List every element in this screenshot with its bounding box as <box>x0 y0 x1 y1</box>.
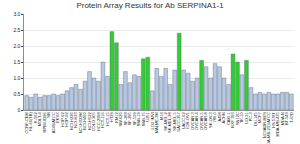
svg-text:MDA-MB-435: MDA-MB-435 <box>275 111 280 136</box>
svg-text:SN12C: SN12C <box>235 112 240 125</box>
svg-text:UO-31: UO-31 <box>244 111 249 124</box>
svg-text:SW-620: SW-620 <box>118 111 123 126</box>
svg-text:1.0: 1.0 <box>13 75 20 81</box>
svg-text:HOP-62: HOP-62 <box>60 111 65 126</box>
svg-text:TK-10: TK-10 <box>239 111 244 123</box>
svg-text:NCI/ADR-RES: NCI/ADR-RES <box>262 112 267 138</box>
svg-text:SK-OV-3: SK-OV-3 <box>208 111 213 128</box>
svg-text:NCI-H522: NCI-H522 <box>87 111 92 130</box>
svg-text:0: 0 <box>18 107 21 113</box>
svg-text:M14: M14 <box>159 111 164 120</box>
svg-text:UACC-257: UACC-257 <box>176 111 181 131</box>
svg-text:IGR-OV1: IGR-OV1 <box>185 111 190 128</box>
svg-text:PC-3: PC-3 <box>248 111 253 121</box>
svg-text:ACHN: ACHN <box>221 112 226 123</box>
svg-text:SR: SR <box>46 112 51 118</box>
svg-text:EKVX: EKVX <box>55 112 60 123</box>
svg-text:SF-295: SF-295 <box>127 111 132 125</box>
svg-text:OVCAR-8: OVCAR-8 <box>203 111 208 130</box>
svg-text:SK-MEL-28: SK-MEL-28 <box>168 111 173 132</box>
svg-text:NCI-H322M: NCI-H322M <box>78 112 83 133</box>
svg-text:LOX IMVI: LOX IMVI <box>150 112 155 129</box>
svg-text:NCI-H226: NCI-H226 <box>69 111 74 130</box>
svg-text:1.5: 1.5 <box>13 59 20 65</box>
svg-text:T-47D: T-47D <box>289 112 294 123</box>
svg-text:SF-268: SF-268 <box>123 111 128 125</box>
svg-text:KM12: KM12 <box>114 111 119 122</box>
svg-text:DU-145: DU-145 <box>253 111 258 126</box>
svg-text:HCC-2998: HCC-2998 <box>96 111 101 131</box>
svg-text:HOP-92: HOP-92 <box>64 111 69 126</box>
svg-text:SK-MEL-2: SK-MEL-2 <box>163 111 168 130</box>
svg-text:RXF 393: RXF 393 <box>230 111 235 128</box>
svg-text:HCT-15: HCT-15 <box>105 111 110 126</box>
svg-text:NCI-H23: NCI-H23 <box>73 111 78 127</box>
svg-text:U251: U251 <box>145 111 150 121</box>
svg-text:HCT-116: HCT-116 <box>100 111 105 127</box>
svg-text:RPMI-8226: RPMI-8226 <box>42 111 47 132</box>
svg-text:A498: A498 <box>217 111 222 121</box>
svg-text:OVCAR-4: OVCAR-4 <box>194 111 199 130</box>
svg-text:CAKI-1: CAKI-1 <box>226 111 231 125</box>
svg-text:SNB-19: SNB-19 <box>136 111 141 126</box>
svg-text:SF-539: SF-539 <box>132 111 137 125</box>
svg-text:K-562: K-562 <box>33 111 38 122</box>
svg-text:UACC-62: UACC-62 <box>181 111 186 129</box>
svg-text:NCI-H460: NCI-H460 <box>82 111 87 130</box>
svg-text:HL-60(TB): HL-60(TB) <box>28 112 33 131</box>
svg-text:MOLT-4: MOLT-4 <box>37 111 42 126</box>
svg-text:OVCAR-3: OVCAR-3 <box>190 111 195 130</box>
svg-text:MDA-N: MDA-N <box>280 112 285 125</box>
svg-text:SNB-75: SNB-75 <box>141 111 146 126</box>
svg-text:BT-549: BT-549 <box>284 111 289 125</box>
svg-text:Protein Array Results for Ab S: Protein Array Results for Ab SERPINA1-1 <box>76 1 224 10</box>
svg-text:MDA-MB-231/ATCC: MDA-MB-231/ATCC <box>266 112 271 144</box>
svg-text:HS 578T: HS 578T <box>271 112 276 128</box>
svg-text:COLO 205: COLO 205 <box>91 111 96 131</box>
svg-text:HT29: HT29 <box>109 111 114 122</box>
svg-text:2.5: 2.5 <box>13 27 20 33</box>
svg-text:A549/ATCC: A549/ATCC <box>51 112 56 133</box>
svg-text:OVCAR-5: OVCAR-5 <box>199 111 204 130</box>
svg-text:786-0: 786-0 <box>212 111 217 122</box>
svg-text:2.0: 2.0 <box>13 43 20 49</box>
svg-text:SK-MEL-5: SK-MEL-5 <box>172 111 177 130</box>
svg-text:MALME-3M: MALME-3M <box>154 112 159 133</box>
svg-text:0.5: 0.5 <box>13 91 20 97</box>
svg-text:3.0: 3.0 <box>13 11 20 17</box>
svg-text:CCRF-CEM: CCRF-CEM <box>24 112 29 133</box>
svg-text:MCF7: MCF7 <box>257 111 262 123</box>
